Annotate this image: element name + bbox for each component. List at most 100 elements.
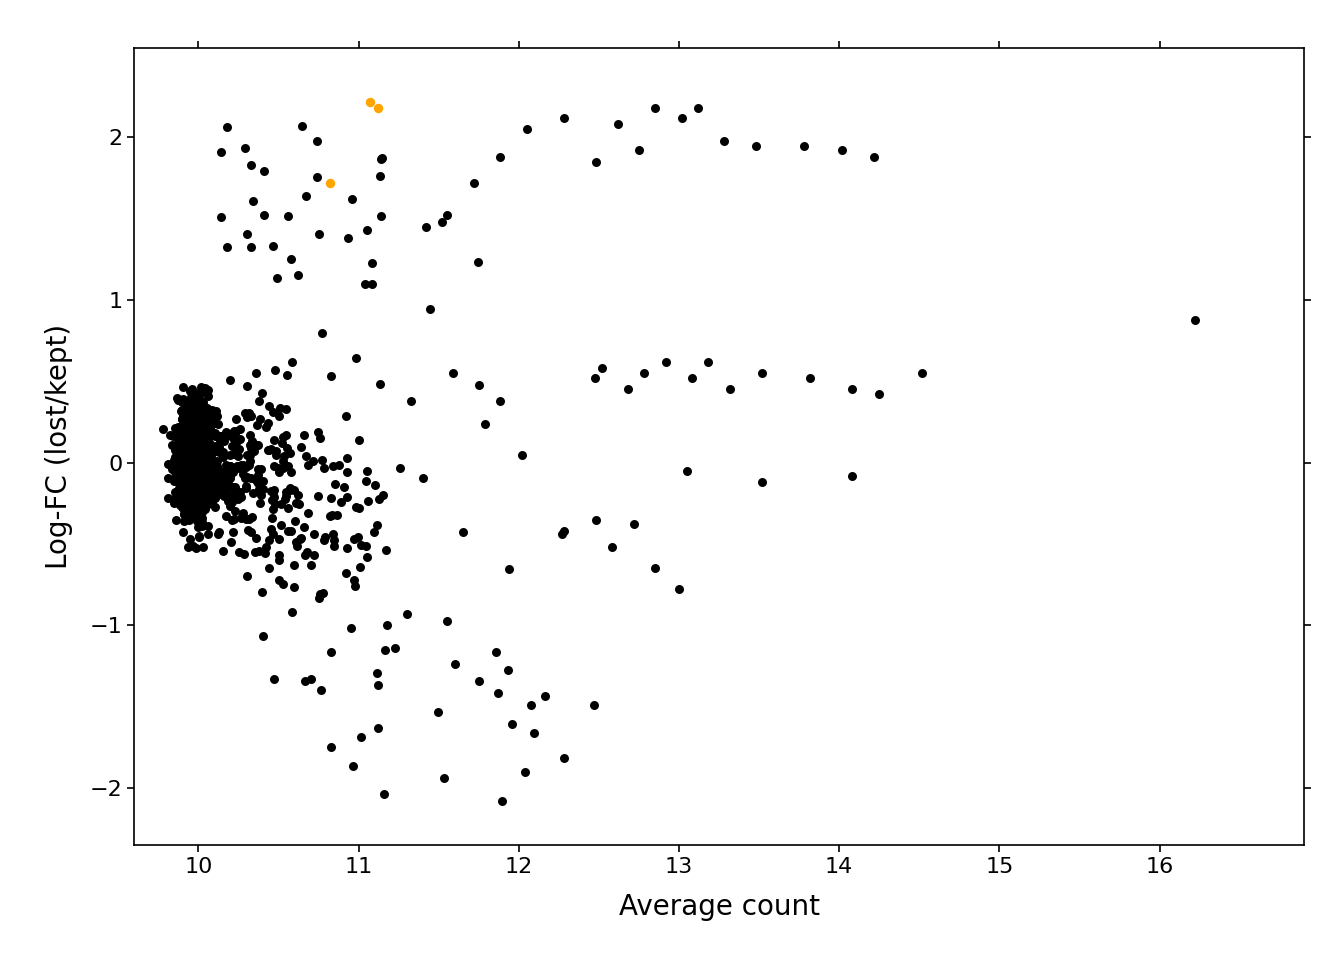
Point [289, 532, 310, 547]
Point [173, 447, 195, 463]
Point [585, 155, 606, 170]
Point [167, 446, 188, 462]
Point [191, 505, 212, 520]
Point [171, 403, 192, 419]
Point [172, 438, 194, 453]
Point [191, 451, 212, 467]
Point [191, 456, 212, 471]
Point [165, 465, 187, 480]
Point [190, 449, 211, 465]
Point [194, 442, 215, 457]
Point [269, 548, 290, 564]
Point [191, 441, 212, 456]
Point [179, 420, 200, 435]
Point [184, 408, 206, 423]
Point [185, 471, 207, 487]
Point [194, 464, 215, 479]
Point [415, 219, 437, 234]
Point [228, 544, 250, 560]
Point [185, 443, 207, 458]
Point [188, 458, 210, 473]
Point [185, 500, 207, 516]
Point [793, 138, 814, 154]
Point [263, 458, 285, 473]
Point [294, 188, 316, 204]
Point [203, 441, 224, 456]
Point [176, 419, 198, 434]
Point [222, 465, 243, 480]
Point [263, 490, 285, 505]
Point [173, 477, 195, 492]
Point [183, 437, 204, 452]
Point [284, 579, 305, 594]
Point [262, 492, 284, 508]
Point [176, 423, 198, 439]
Point [175, 485, 196, 500]
Point [184, 466, 206, 481]
Point [253, 628, 274, 643]
Point [198, 478, 219, 493]
Point [185, 457, 207, 472]
Point [239, 453, 261, 468]
Point [175, 430, 196, 445]
Point [185, 440, 207, 455]
Point [164, 464, 185, 479]
Point [188, 428, 210, 444]
Point [173, 426, 195, 442]
Point [216, 119, 238, 134]
Point [194, 439, 215, 454]
Point [198, 462, 219, 477]
Point [176, 450, 198, 466]
Point [375, 542, 396, 558]
Point [552, 110, 574, 126]
Point [176, 496, 198, 512]
Point [185, 446, 207, 462]
Point [199, 462, 220, 477]
Point [180, 451, 202, 467]
Point [173, 432, 195, 447]
Point [172, 439, 194, 454]
Point [190, 392, 211, 407]
Point [312, 452, 333, 468]
Point [167, 391, 188, 406]
Point [188, 530, 210, 545]
Point [181, 502, 203, 517]
Point [185, 433, 207, 448]
Point [188, 420, 210, 436]
Point [515, 764, 536, 780]
Point [175, 465, 196, 480]
Point [196, 452, 218, 468]
Point [204, 443, 226, 458]
Point [177, 419, 199, 434]
Point [183, 433, 204, 448]
Point [585, 512, 606, 527]
Y-axis label: Log-FC (lost/kept): Log-FC (lost/kept) [46, 324, 73, 569]
Point [263, 671, 285, 686]
Point [181, 448, 203, 464]
Point [191, 424, 212, 440]
Point [226, 412, 247, 427]
Point [191, 486, 212, 501]
Point [489, 149, 511, 164]
Point [171, 428, 192, 444]
X-axis label: Average count: Average count [618, 893, 820, 922]
Point [644, 561, 665, 576]
Point [206, 440, 227, 455]
Point [200, 440, 222, 455]
Point [184, 484, 206, 499]
Point [199, 444, 220, 460]
Point [183, 439, 204, 454]
Point [167, 456, 188, 471]
Point [265, 444, 286, 459]
Point [698, 354, 719, 370]
Point [374, 786, 395, 802]
Point [169, 475, 191, 491]
Point [176, 492, 198, 507]
Point [176, 464, 198, 479]
Point [222, 489, 243, 504]
Point [302, 526, 324, 541]
Point [337, 230, 359, 246]
Point [183, 430, 204, 445]
Point [168, 454, 190, 469]
Point [207, 417, 228, 432]
